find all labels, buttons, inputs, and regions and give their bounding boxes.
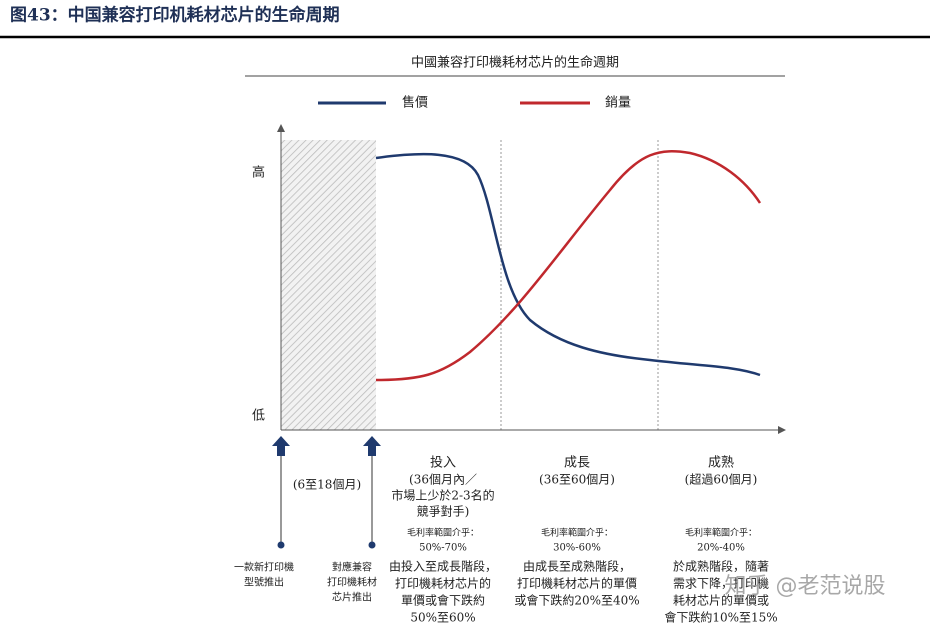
milestone-label: 對應兼容 xyxy=(332,561,372,574)
phase-duration: 市場上少於2-3名的 xyxy=(391,488,494,503)
phase-description: 耗材芯片的單價或 xyxy=(673,593,769,608)
phase-name: 成長 xyxy=(564,456,590,471)
volume-curve xyxy=(375,150,762,382)
diagram-title: 中國兼容打印機耗材芯片的生命週期 xyxy=(411,55,619,71)
phase-description: 單價或會下跌約 xyxy=(401,593,485,608)
phase-description: 需求下降，打印機 xyxy=(673,576,769,591)
margin-range: 50%-70% xyxy=(419,543,467,554)
phase-description: 由成長至成熟階段， xyxy=(523,559,631,574)
phase-duration: (36個月內／ xyxy=(409,473,477,487)
milestone-arrow xyxy=(272,436,290,456)
price-curve xyxy=(375,152,761,377)
phase-description: 於成熟階段，隨著 xyxy=(673,559,769,574)
header-title: 图43：中国兼容打印机耗材芯片的生命周期 xyxy=(10,5,340,26)
milestone-label: 打印機耗材 xyxy=(327,576,377,589)
legend-label: 售價 xyxy=(402,95,428,111)
y-label-high: 高 xyxy=(252,165,265,181)
phase-name: 投入 xyxy=(430,455,456,471)
milestone-label: 芯片推出 xyxy=(332,591,372,604)
pre-phase-duration: (6至18個月) xyxy=(293,478,361,492)
phase-description: 或會下跌約20%至40% xyxy=(514,593,639,608)
phase-description: 50%至60% xyxy=(410,611,475,625)
margin-range: 20%-40% xyxy=(697,543,745,554)
phase-description: 會下跌約10%至15% xyxy=(664,610,777,625)
milestone-label: 一款新打印機 xyxy=(234,561,294,574)
margin-label: 毛利率範圍介乎： xyxy=(541,527,613,539)
y-label-low: 低 xyxy=(252,409,265,424)
milestone-dot xyxy=(277,541,285,549)
legend-label: 銷量 xyxy=(605,95,631,111)
phase-description: 打印機耗材芯片的 xyxy=(395,576,491,591)
phase-duration: (超過60個月) xyxy=(685,472,758,487)
phase-duration: 競爭對手) xyxy=(417,504,470,519)
milestone-label: 型號推出 xyxy=(244,576,284,589)
phase-name: 成熟 xyxy=(708,455,734,471)
margin-range: 30%-60% xyxy=(553,543,601,554)
milestone-arrow xyxy=(363,436,381,456)
pre-phase-area xyxy=(281,140,376,430)
watermark: 知乎 @老范说股 xyxy=(725,574,886,599)
milestone-dot xyxy=(368,541,376,549)
margin-label: 毛利率範圍介乎： xyxy=(685,527,757,539)
phase-description: 由投入至成長階段， xyxy=(389,559,497,574)
phase-description: 打印機耗材芯片的單價 xyxy=(517,576,637,591)
margin-label: 毛利率範圍介乎： xyxy=(407,527,479,539)
phase-duration: (36至60個月) xyxy=(539,473,615,487)
